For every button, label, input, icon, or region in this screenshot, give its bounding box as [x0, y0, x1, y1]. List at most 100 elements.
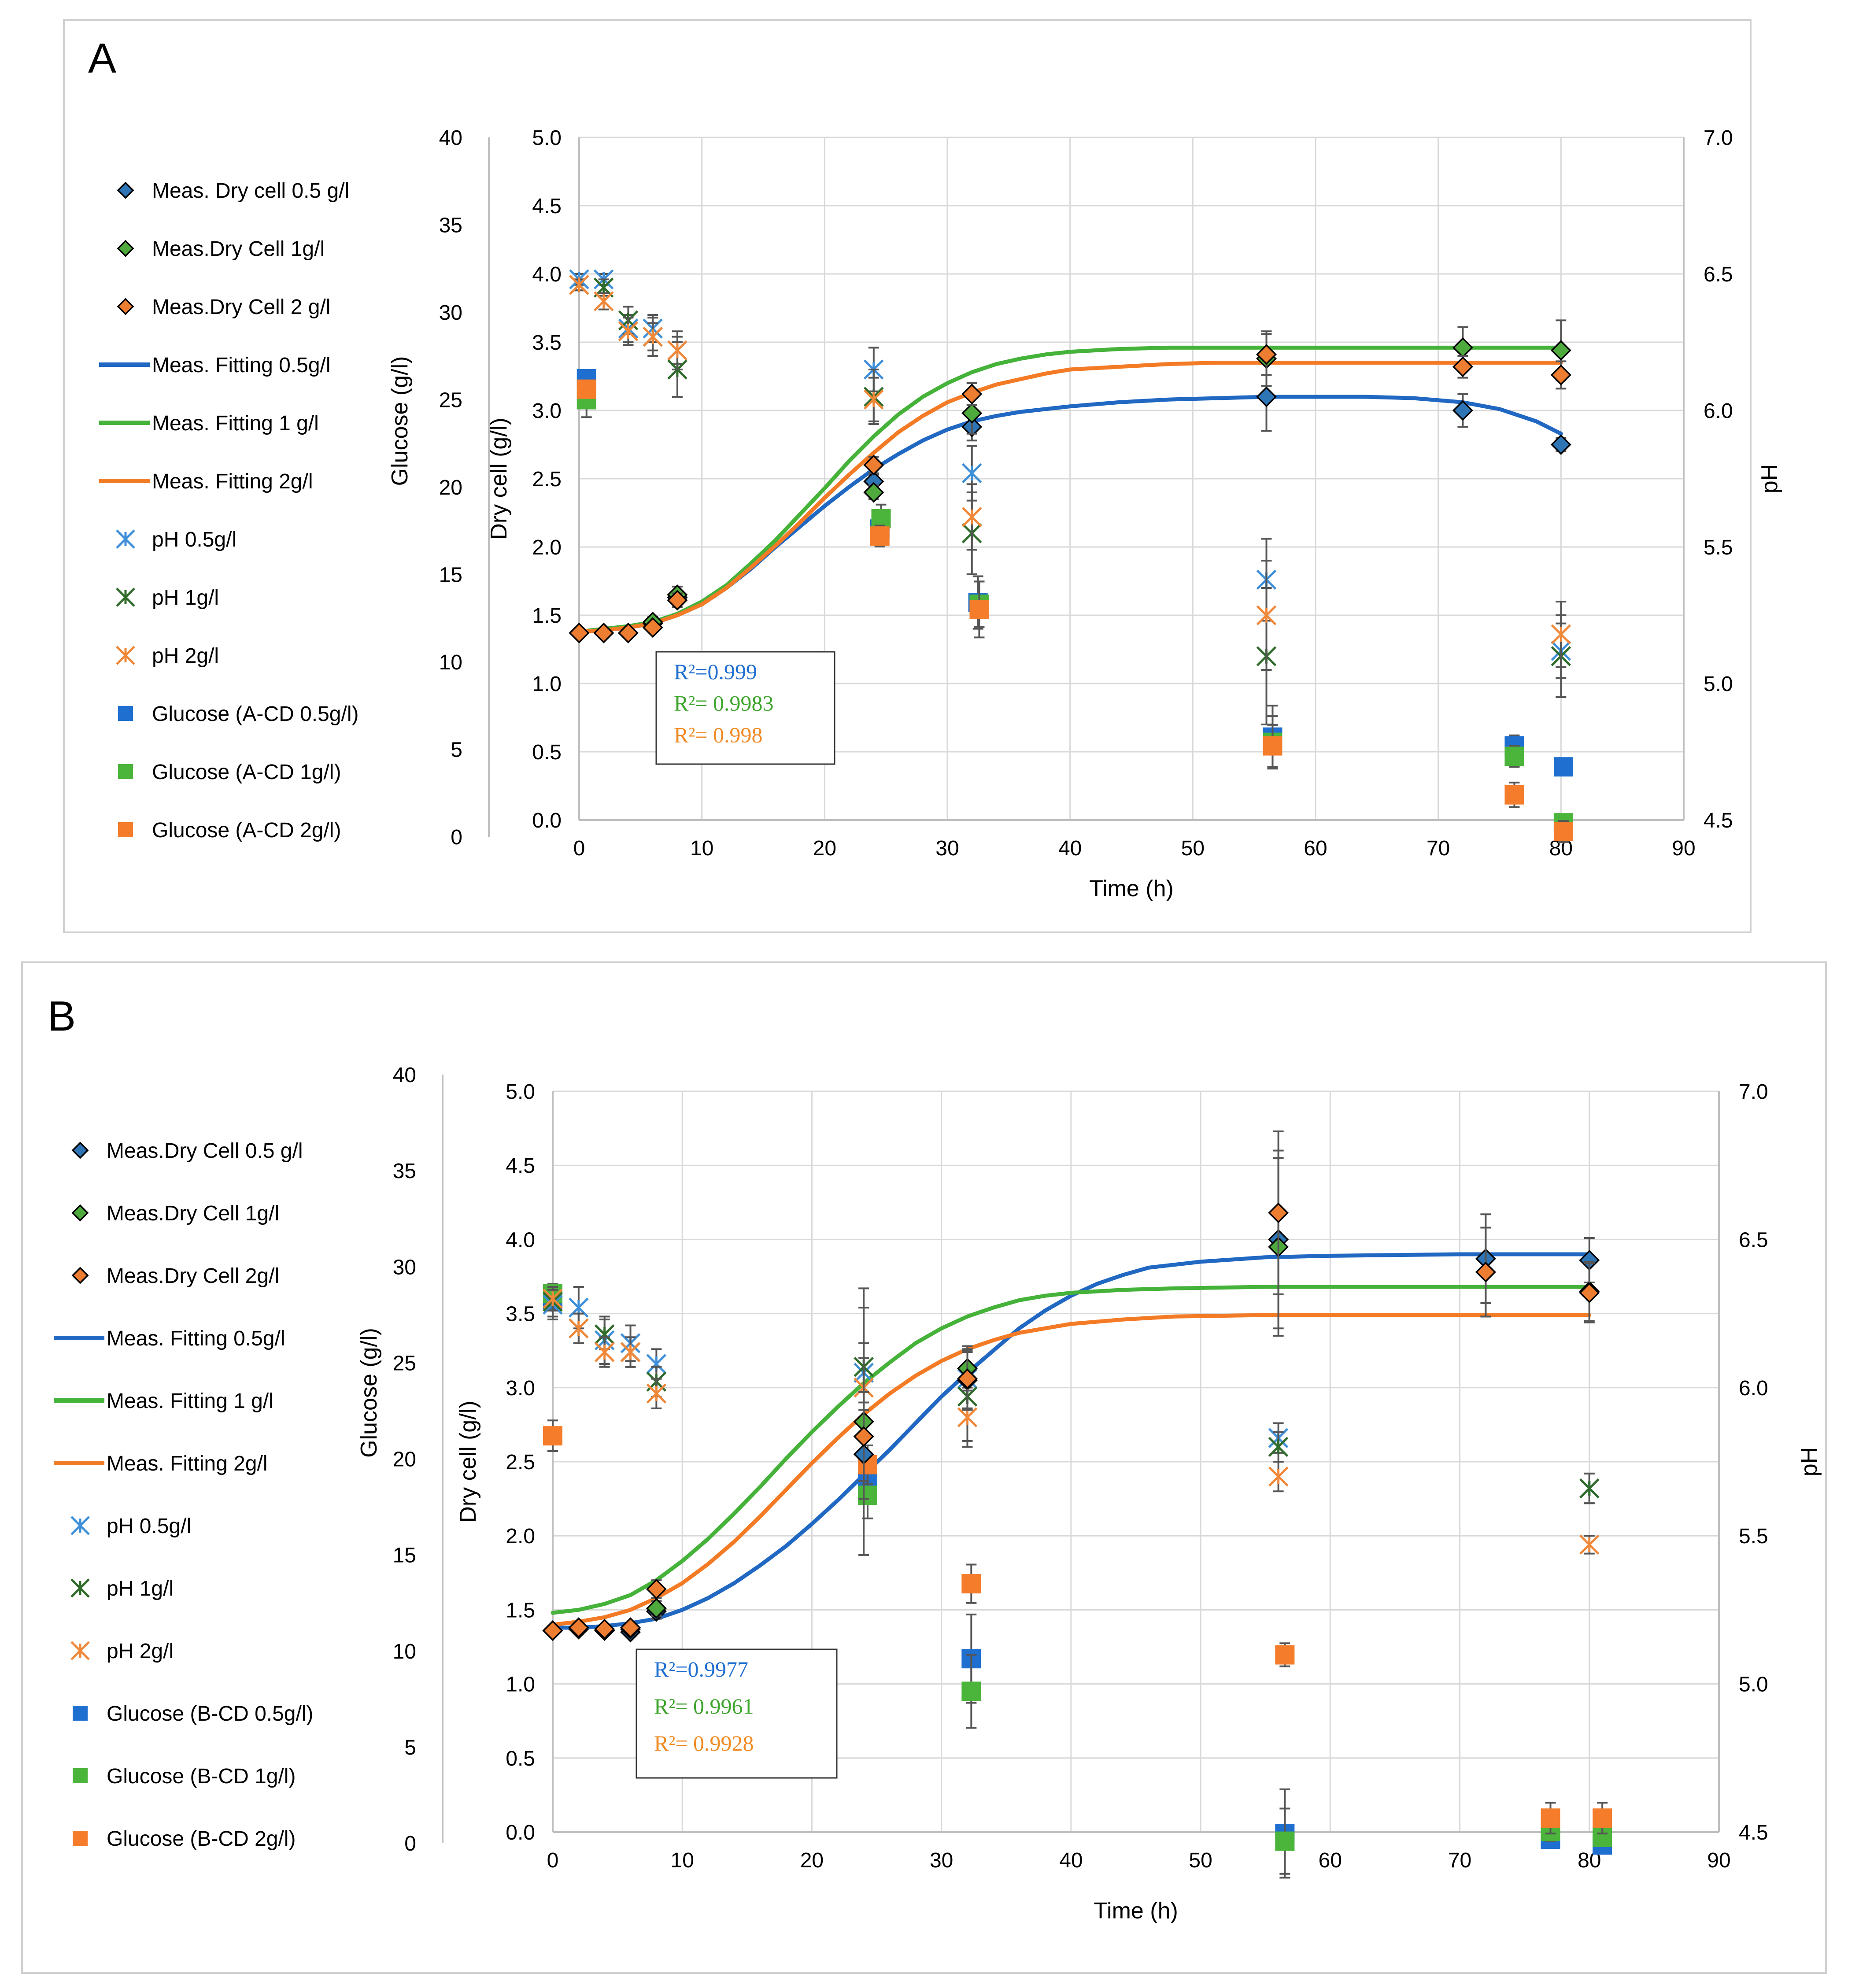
legend-label: pH 0.5g/l [152, 528, 237, 551]
legend: Meas. Dry cell 0.5 g/l Meas.Dry Cell 1g/l… [99, 179, 358, 842]
glucose-tick-label: 25 [439, 389, 462, 412]
legend-marker-star [116, 646, 135, 665]
x-tick-label: 70 [1427, 837, 1450, 860]
glucose-tick-label: 15 [393, 1544, 416, 1567]
legend-label: pH 1g/l [152, 586, 219, 610]
x-tick-label: 30 [930, 1849, 953, 1872]
drycell-tick-label: 4.0 [506, 1228, 535, 1252]
ph-tick-label: 6.0 [1704, 399, 1733, 423]
ph-axis-title: pH [1757, 464, 1782, 493]
ph-point-path [667, 340, 687, 361]
legend-label: Meas.Dry Cell 0.5 g/l [107, 1139, 303, 1163]
ph-point-path [646, 1383, 667, 1404]
x-tick-label: 50 [1181, 837, 1205, 860]
glucose-point [1275, 1831, 1295, 1851]
drycell-point [667, 590, 688, 611]
legend: Meas.Dry Cell 0.5 g/l Meas.Dry Cell 1g/l M… [54, 1139, 313, 1851]
ph-point-path [594, 1342, 615, 1362]
glucose-point [969, 599, 989, 619]
glucose-tick-label: 20 [439, 476, 462, 499]
legend-label: Meas. Fitting 1 g/l [152, 412, 319, 435]
legend-marker-star [116, 529, 135, 549]
glucose-tick-label: 35 [393, 1160, 416, 1183]
ph-tick-label: 5.5 [1704, 536, 1733, 559]
r2-label: R²= 0.9983 [674, 691, 774, 716]
ph-point [543, 1289, 563, 1309]
ph-point [569, 1297, 589, 1318]
glucose-axis-title: Glucose (g/l) [356, 1328, 382, 1458]
ph-tick-label: 4.5 [1704, 809, 1733, 832]
glucose-point [961, 1681, 981, 1701]
legend-label: Meas. Fitting 2g/l [152, 470, 313, 493]
fit-line [577, 361, 1563, 634]
legend-marker-star [70, 1578, 90, 1598]
legend-label: Glucose (B-CD 2g/l) [107, 1827, 296, 1851]
drycell-point [620, 1617, 641, 1638]
drycell-tick-label: 1.5 [506, 1599, 535, 1622]
glucose-tick-label: 25 [393, 1352, 416, 1375]
glucose-tick-label: 20 [393, 1448, 416, 1471]
ph-point-path [957, 1407, 978, 1427]
ph-point [1579, 1478, 1600, 1499]
drycell-tick-label: 1.5 [532, 604, 562, 628]
legend-marker-diamond [71, 1204, 89, 1222]
glucose-tick-label: 0 [451, 826, 462, 849]
ph-axis-title: pH [1796, 1447, 1822, 1476]
legend-marker-diamond [117, 298, 134, 315]
ph-point [1256, 605, 1277, 625]
x-tick-label: 40 [1059, 1849, 1083, 1872]
drycell-point [1256, 386, 1277, 407]
r2-label: R²= 0.9928 [654, 1731, 754, 1755]
ph-point [864, 389, 884, 410]
x-axis-title: Time (h) [1094, 1898, 1178, 1924]
drycell-tick-label: 5.0 [532, 126, 562, 150]
glucose-tick-label: 10 [439, 651, 462, 674]
legend-marker-square [73, 1768, 88, 1783]
fit-line [551, 1285, 1592, 1615]
ph-point [594, 1342, 615, 1362]
x-tick-label: 60 [1304, 837, 1327, 860]
drycell-point [863, 455, 884, 476]
x-tick-label: 90 [1707, 1849, 1730, 1872]
glucose-point [577, 379, 596, 399]
drycell-tick-label: 2.0 [506, 1525, 535, 1548]
legend-marker-star-path [70, 1641, 90, 1660]
x-tick-label: 60 [1319, 1849, 1342, 1872]
r2-box [636, 1648, 838, 1779]
panel-label: A [88, 35, 116, 82]
drycell-tick-label: 0.5 [506, 1747, 535, 1770]
drycell-tick-label: 4.5 [532, 195, 562, 218]
glucose-point [1275, 1645, 1295, 1665]
drycell-point [961, 403, 983, 424]
drycell-point [957, 1368, 978, 1389]
glucose-tick-label: 0 [404, 1832, 416, 1855]
ph-series [569, 275, 1571, 671]
drycell-point [1550, 364, 1571, 385]
drycell-point [594, 1618, 615, 1640]
ph-point [569, 275, 589, 295]
ph-point-path [569, 1318, 589, 1339]
chart-panel-A: A0 10 20 30 40 50 60 70 80 900.00.51.01.52.02.53.… [63, 19, 1782, 933]
drycell-point [617, 622, 639, 643]
drycell-tick-label: 5.0 [506, 1080, 535, 1104]
ph-point-path [1579, 1478, 1600, 1499]
legend-label: Meas. Fitting 2g/l [107, 1452, 267, 1475]
glucose-point [543, 1426, 562, 1446]
ph-tick-label: 7.0 [1704, 126, 1733, 150]
drycell-point [1268, 1202, 1289, 1223]
glucose-axis-title: Glucose (g/l) [387, 356, 413, 486]
glucose-point [857, 1485, 877, 1505]
legend-label: Glucose (A-CD 0.5g/l) [152, 702, 358, 726]
ph-point-path [1268, 1437, 1289, 1457]
drycell-point [646, 1578, 667, 1600]
glucose-point [1263, 736, 1282, 756]
ph-point [961, 507, 982, 527]
glucose-tick-label: 30 [439, 301, 462, 325]
drycell-series [542, 1130, 1600, 1641]
glucose-point [1553, 757, 1573, 777]
drycell-point [568, 1617, 589, 1638]
ph-point-path [1579, 1534, 1600, 1555]
glucose-point [1541, 1808, 1560, 1828]
drycell-tick-label: 2.5 [532, 468, 562, 491]
glucose-point [961, 1574, 981, 1594]
